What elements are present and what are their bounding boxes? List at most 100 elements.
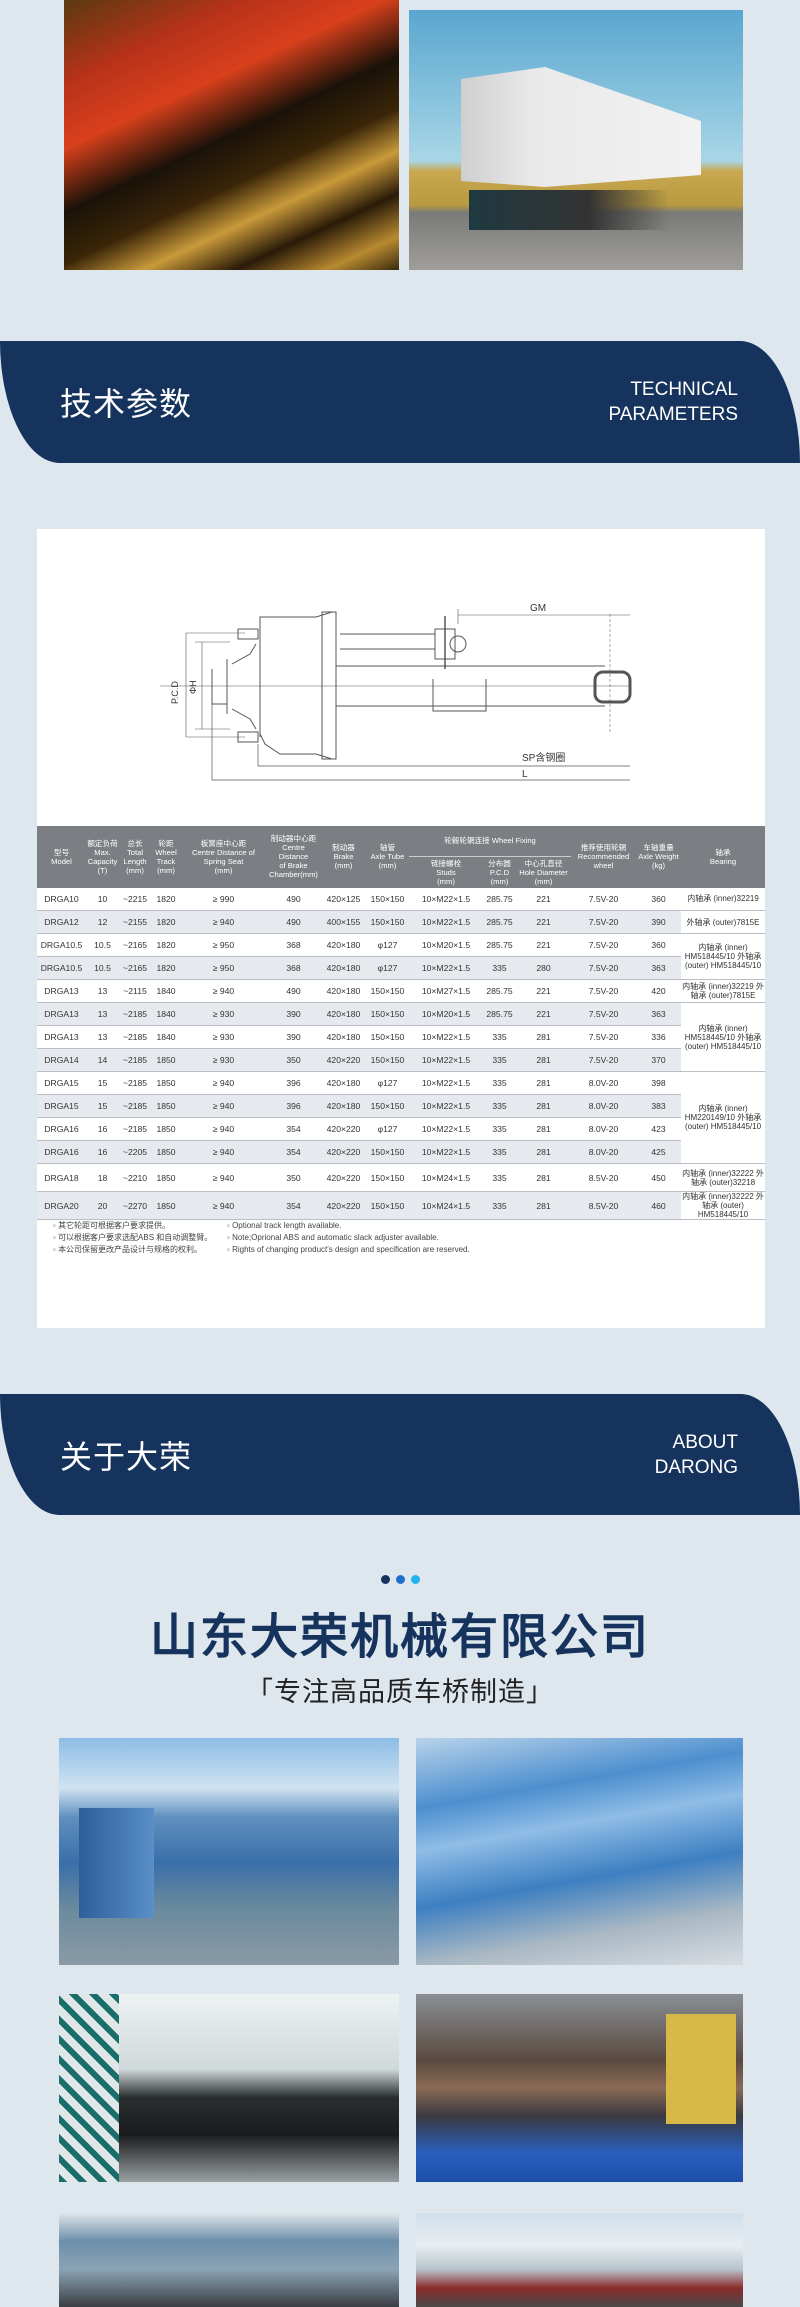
table-cell: 354 [266,1191,321,1220]
table-cell: 20 [86,1191,119,1220]
table-cell: 335 [483,1191,516,1220]
table-cell: 335 [483,1025,516,1049]
table-cell: 335 [483,1163,516,1192]
table-cell: 390 [266,1025,321,1049]
table-cell: 335 [483,1094,516,1118]
table-cell: ≥ 940 [181,1191,266,1220]
header-length: 总长 Total Length (mm) [119,826,151,888]
bearing-cell: 内轴承 (inner)32222 外轴承 (outer)32218 [681,1163,765,1192]
table-cell: ≥ 930 [181,1048,266,1072]
table-cell: 10×M22×1.5 [409,887,483,911]
table-cell: DRGA16 [37,1117,86,1141]
note-text: 可以根据客户要求选配ABS 和自动调整臂。 [58,1233,213,1242]
table-cell: 396 [266,1094,321,1118]
header-spring: 板簧座中心距 Centre Distance of Spring Seat (mm) [181,826,266,888]
label-phi-h: ΦH [188,680,198,694]
table-cell: ≥ 930 [181,1002,266,1026]
label-sp: SP含钢圈 [522,751,565,764]
table-cell: 18 [86,1163,119,1192]
table-cell: 10×M22×1.5 [409,1048,483,1072]
note-en: ◦ Optional track length available. [227,1221,342,1230]
note-text: 其它轮距可根据客户要求提供。 [58,1221,171,1230]
table-cell: DRGA14 [37,1048,86,1072]
table-cell: 396 [266,1071,321,1095]
table-cell: 10×M22×1.5 [409,910,483,934]
table-cell: 7.5V-20 [571,933,636,957]
table-cell: DRGA13 [37,1002,86,1026]
header-capacity: 额定负荷 Max. Capacity (T) [86,826,119,888]
table-cell: 221 [516,1002,571,1026]
table-cell: 13 [86,1025,119,1049]
table-cell: 420 [636,979,681,1003]
table-cell: 1840 [151,979,181,1003]
table-cell: 420×220 [321,1048,366,1072]
header-weight: 车轴重量 Axle Weight (kg) [636,826,681,888]
table-cell: 10×M24×1.5 [409,1163,483,1192]
table-cell: 1850 [151,1117,181,1141]
table-cell: 285.75 [483,933,516,957]
photo-workshop [59,2213,399,2307]
table-row: DRGA15 15 ~2185 1850 ≥ 940 396 420×180 150×150 1… [37,1094,765,1118]
table-cell: φ127 [366,1071,409,1095]
table-cell: 281 [516,1025,571,1049]
header-pcd: 分布圆 P.C.D (mm) [483,856,516,888]
header-hole: 中心孔直径 Hole Diameter (mm) [516,856,571,888]
table-cell: 285.75 [483,979,516,1003]
spec-panel: GM P.C.D ΦH SP含钢圈 L 型号 Model 额定负荷 Max. Capac… [37,529,765,1328]
table-cell: 450 [636,1163,681,1192]
table-cell: 10×M22×1.5 [409,956,483,980]
table-cell: 7.5V-20 [571,956,636,980]
section-title-en: ABOUT DARONG [655,1430,738,1480]
note-en: ◦ Note;Oprional ABS and automatic slack … [227,1233,439,1242]
table-cell: 335 [483,1117,516,1141]
table-cell: 10×M24×1.5 [409,1191,483,1220]
table-cell: ~2270 [119,1191,151,1220]
note-cn: ◦ 其它轮距可根据客户要求提供。 [53,1221,171,1230]
table-row: DRGA16 16 ~2185 1850 ≥ 940 354 420×220 φ127 10×M… [37,1117,765,1141]
table-cell: 420×180 [321,1025,366,1049]
table-cell: 490 [266,887,321,911]
table-cell: 1840 [151,1002,181,1026]
photo-trucks-yard [416,2213,743,2307]
table-cell: 150×150 [366,910,409,934]
table-cell: 150×150 [366,1002,409,1026]
table-cell: 390 [266,1002,321,1026]
table-cell: 281 [516,1117,571,1141]
table-cell: 150×150 [366,887,409,911]
dot-icon [395,1575,405,1584]
table-row: DRGA20 20 ~2270 1850 ≥ 940 354 420×220 150×150 1… [37,1191,765,1220]
table-row: DRGA13 13 ~2185 1840 ≥ 930 390 420×180 150×150 1… [37,1025,765,1049]
table-cell: 13 [86,1002,119,1026]
title-en-line: ABOUT [672,1431,738,1453]
note-text: Optional track length available. [232,1221,342,1230]
table-cell: 350 [266,1048,321,1072]
table-cell: 10.5 [86,933,119,957]
table-cell: 425 [636,1140,681,1164]
table-cell: ~2165 [119,956,151,980]
table-cell: 460 [636,1191,681,1220]
table-cell: ~2165 [119,933,151,957]
table-cell: φ127 [366,933,409,957]
table-cell: ~2185 [119,1117,151,1141]
table-cell: ~2210 [119,1163,151,1192]
table-cell: 490 [266,979,321,1003]
table-cell: 363 [636,956,681,980]
table-cell: 150×150 [366,1163,409,1192]
table-cell: 1820 [151,956,181,980]
table-cell: 420×180 [321,979,366,1003]
table-cell: ≥ 940 [181,1071,266,1095]
table-cell: 150×150 [366,1025,409,1049]
table-cell: 420×220 [321,1191,366,1220]
note-en: ◦ Rights of changing product's design an… [227,1245,470,1254]
table-row: DRGA12 12 ~2155 1820 ≥ 940 490 400×155 150×150 1… [37,910,765,934]
table-cell: 1840 [151,1025,181,1049]
table-cell: φ127 [366,956,409,980]
table-cell: 281 [516,1191,571,1220]
photo-white-truck [409,10,743,270]
table-cell: 7.5V-20 [571,1048,636,1072]
table-cell: 12 [86,910,119,934]
table-cell: 281 [516,1094,571,1118]
table-cell: 221 [516,933,571,957]
bearing-cell: 内轴承 (inner) HM518445/10 外轴承 (outer) HM51… [681,1002,765,1072]
note-text: Note;Oprional ABS and automatic slack ad… [232,1233,439,1242]
